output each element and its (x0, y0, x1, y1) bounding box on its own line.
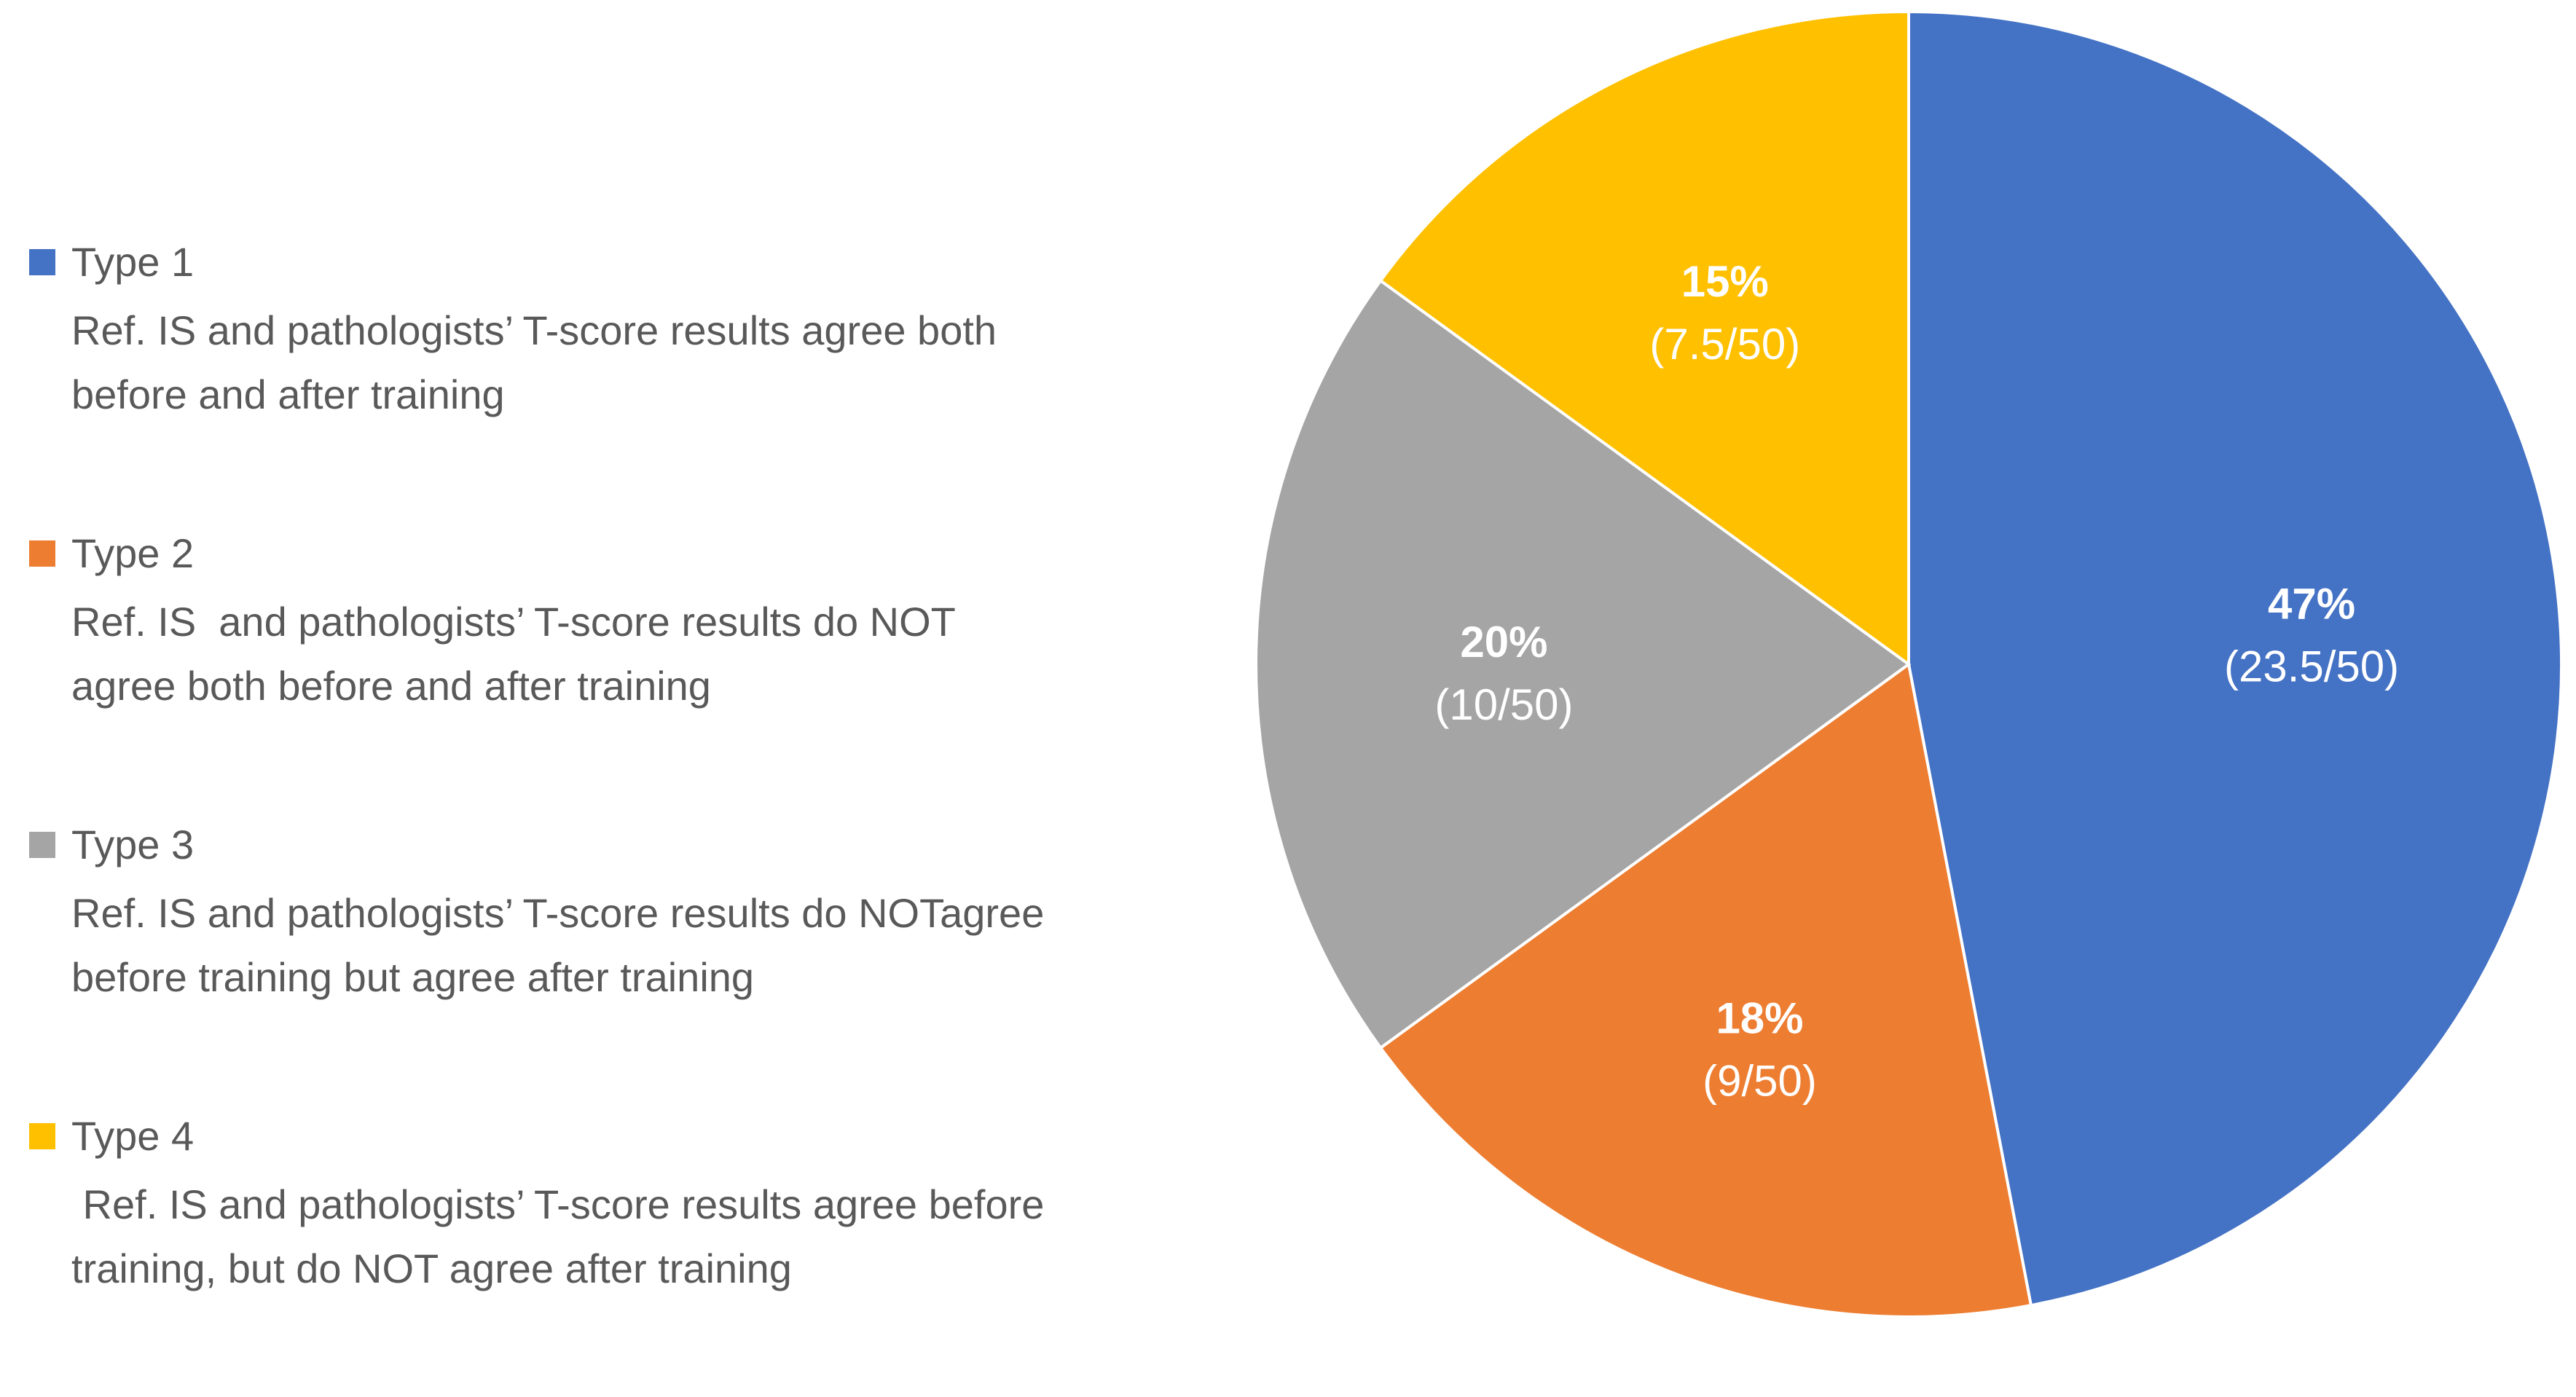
legend-name-type-3: Type 3 (71, 822, 195, 867)
legend-description-type-2: Ref. IS and pathologists’ T-score result… (71, 599, 956, 709)
legend-name-type-1: Type 1 (71, 239, 195, 285)
legend-name-type-2: Type 2 (71, 530, 195, 576)
legend-entry-type-3: Type 3 Ref. IS and pathologists’ T-score… (29, 814, 1224, 1106)
legend-entry-type-1: Type 1 Ref. IS and pathologists’ T-score… (29, 232, 1224, 523)
legend-swatch-type-3 (29, 832, 55, 858)
slice-fraction-label-type-1: (23.5/50) (2224, 642, 2399, 691)
legend-description-type-3: Ref. IS and pathologists’ T-score result… (71, 890, 1045, 1000)
slice-percent-label-type-3: 20% (1460, 618, 1547, 666)
pie-chart: 47% (23.5/50) 18% (9/50) 20% (10/50) 15% (7.5/5… (1254, 9, 2563, 1318)
slice-percent-label-type-4: 15% (1681, 257, 1769, 306)
pie-slice-type-1 (1907, 9, 2563, 1307)
legend-entry-type-2: Type 2 Ref. IS and pathologists’ T-score… (29, 523, 1224, 814)
slice-percent-label-type-1: 47% (2268, 580, 2355, 629)
legend-swatch-type-4 (29, 1123, 55, 1149)
legend-entry-type-4: Type 4 Ref. IS and pathologists’ T-score… (29, 1106, 1224, 1397)
pie-slice-type-2 (1378, 661, 2033, 1318)
slice-percent-label-type-2: 18% (1716, 994, 1803, 1043)
pie-chart-figure: Type 1 Ref. IS and pathologists’ T-score… (29, 9, 2563, 1318)
slice-fraction-label-type-4: (7.5/50) (1649, 320, 1800, 369)
slice-fraction-label-type-3: (10/50) (1434, 680, 1573, 729)
legend-name-type-4: Type 4 (71, 1113, 195, 1159)
legend-description-type-4: Ref. IS and pathologists’ T-score result… (71, 1181, 1045, 1291)
legend: Type 1 Ref. IS and pathologists’ T-score… (29, 232, 1224, 1397)
pie-slice-type-3 (1254, 278, 1912, 1050)
legend-swatch-type-2 (29, 540, 55, 567)
pie-slice-type-4 (1378, 9, 1910, 667)
legend-swatch-type-1 (29, 249, 55, 275)
legend-description-type-1: Ref. IS and pathologists’ T-score result… (71, 307, 997, 417)
slice-fraction-label-type-2: (9/50) (1703, 1057, 1817, 1106)
